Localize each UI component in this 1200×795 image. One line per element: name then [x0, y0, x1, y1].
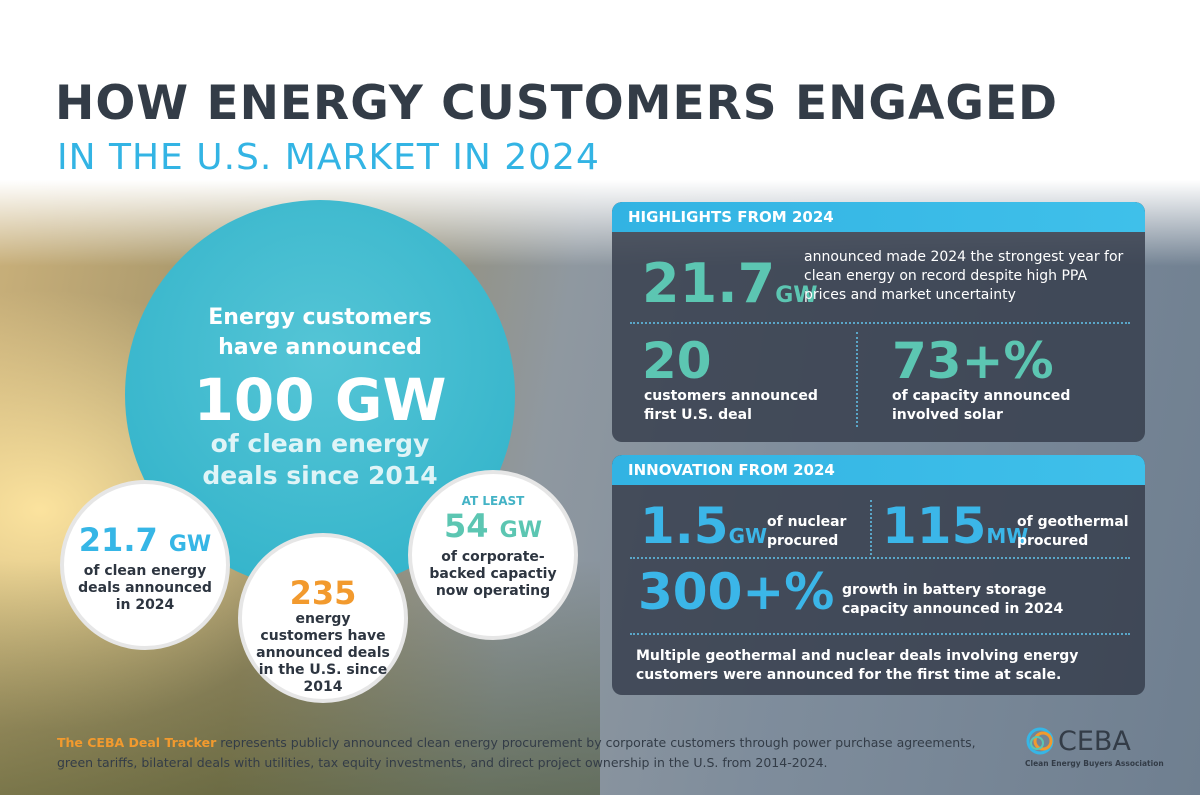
- value: 300+%: [638, 563, 835, 621]
- text: of clean energy deals announced in 2024: [78, 563, 212, 613]
- text: energy customers have announced deals in…: [256, 611, 390, 695]
- value: 21.7 GW: [64, 522, 226, 563]
- divider: [630, 633, 1130, 635]
- value: 1.5GW: [640, 497, 767, 555]
- value: 20: [642, 332, 712, 390]
- unit: GW: [499, 518, 542, 543]
- stat-circle: 21.7 GW of clean energy deals announced …: [60, 480, 230, 650]
- logo-tagline: Clean Energy Buyers Association: [1025, 759, 1164, 768]
- panel-heading: HIGHLIGHTS FROM 2024: [612, 202, 1145, 232]
- divider: [870, 500, 872, 555]
- text: of geothermal procured: [1017, 514, 1129, 549]
- stat-circle: AT LEAST 54 GW of corporate-backed capac…: [408, 470, 578, 640]
- value: 21.7GW: [642, 252, 818, 315]
- logo-mark: [1026, 727, 1054, 755]
- value: 115MW: [882, 497, 1028, 555]
- number: 115: [882, 497, 987, 555]
- panel-heading: INNOVATION FROM 2024: [612, 455, 1145, 485]
- value: 235: [289, 574, 357, 612]
- footer-highlight: The CEBA Deal Tracker: [57, 735, 217, 750]
- unit: MW: [986, 524, 1029, 548]
- text: of corporate-backed capactiy now operati…: [429, 549, 557, 599]
- text: announced made 2024 the strongest year f…: [804, 249, 1124, 303]
- subtitle: IN THE U.S. MARKET IN 2024: [57, 137, 600, 178]
- value: 54 GW: [412, 508, 574, 549]
- number: 21.7: [642, 252, 776, 315]
- footer-text: represents publicly announced clean ener…: [57, 735, 976, 770]
- unit: GW: [728, 524, 768, 548]
- divider: [630, 322, 1130, 324]
- lead: Energy customers have announced: [208, 305, 432, 360]
- unit: GW: [775, 283, 818, 308]
- number: 21.7: [78, 521, 158, 559]
- innovation-panel: INNOVATION FROM 2024 1.5GW of nuclear pr…: [612, 455, 1145, 695]
- highlights-panel: HIGHLIGHTS FROM 2024 21.7GW announced ma…: [612, 202, 1145, 442]
- prefix: AT LEAST: [461, 494, 525, 508]
- number: 54: [444, 507, 489, 545]
- unit: GW: [168, 532, 212, 557]
- divider: [630, 557, 1130, 559]
- stat-circle: 235 energy customers have announced deal…: [238, 533, 408, 703]
- title: HOW ENERGY CUSTOMERS ENGAGED: [55, 76, 1059, 131]
- value: 100 GW: [193, 366, 447, 434]
- note: Multiple geothermal and nuclear deals in…: [636, 648, 1079, 683]
- text: of clean energy deals since 2014: [202, 429, 438, 490]
- text: of capacity announced involved solar: [892, 388, 1071, 423]
- number: 1.5: [640, 497, 729, 555]
- text: of nuclear procured: [767, 514, 847, 549]
- logo: CEBA Clean Energy Buyers Association: [1025, 726, 1164, 771]
- footer: The CEBA Deal Tracker represents publicl…: [57, 733, 997, 773]
- divider: [856, 332, 858, 427]
- logo-name: CEBA: [1058, 726, 1131, 757]
- value: 73+%: [892, 332, 1054, 390]
- text: growth in battery storage capacity annou…: [842, 582, 1064, 617]
- text: customers announced first U.S. deal: [644, 388, 818, 423]
